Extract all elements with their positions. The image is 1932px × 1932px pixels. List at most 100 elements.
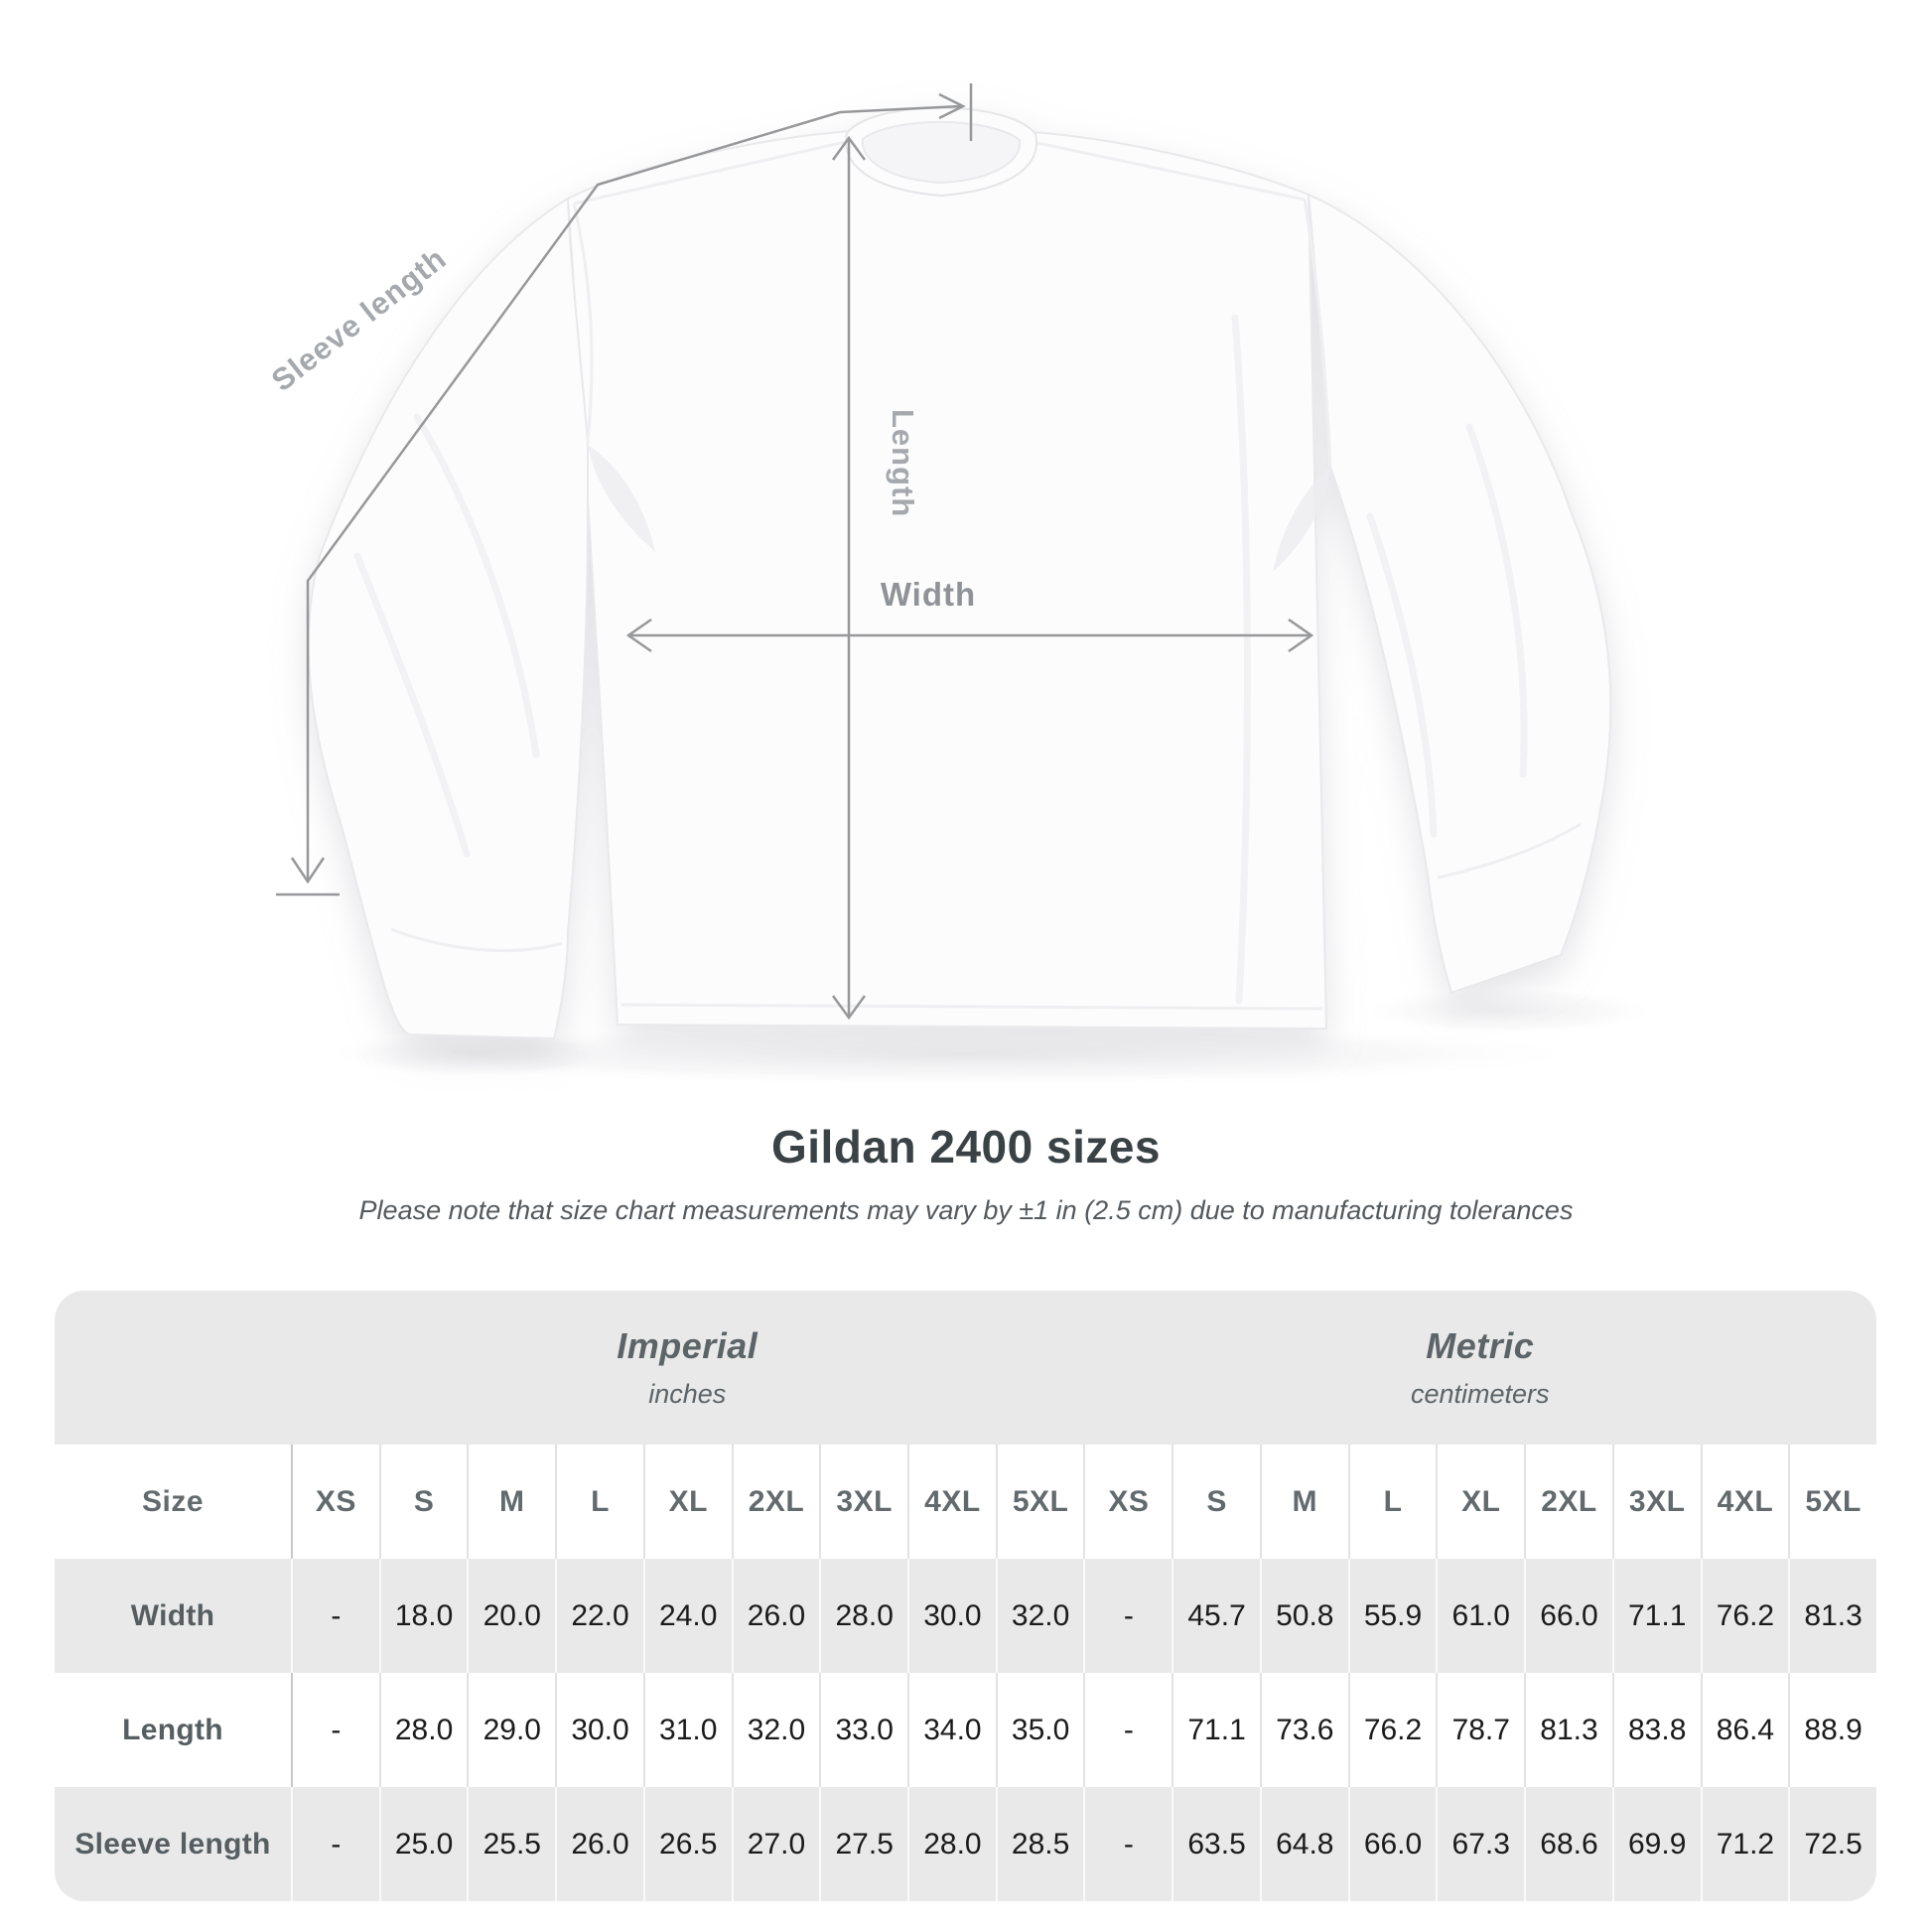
armpit-shading — [588, 445, 1330, 572]
measurement-value-cell: 86.4 — [1700, 1673, 1789, 1787]
width-label: Width — [881, 576, 976, 613]
size-header-cell: 5XL — [995, 1445, 1084, 1559]
size-header-cell: M — [1259, 1445, 1348, 1559]
unit-group-sublabel: inches — [648, 1379, 727, 1409]
measurement-value-cell: 45.7 — [1172, 1559, 1260, 1673]
measurement-value-cell: 22.0 — [555, 1559, 643, 1673]
size-header-cell: L — [1347, 1445, 1437, 1559]
size-column-header: Size — [55, 1445, 291, 1559]
size-header-cell: XL — [1436, 1445, 1525, 1559]
measurement-value-cell: 78.7 — [1436, 1673, 1525, 1787]
measurement-value-cell: 50.8 — [1259, 1559, 1348, 1673]
size-header-cell: 2XL — [1524, 1445, 1612, 1559]
unit-group-label: Metric — [1426, 1325, 1535, 1366]
size-header-cell: S — [1172, 1445, 1260, 1559]
measurement-value-cell: 25.5 — [467, 1787, 556, 1901]
measurement-value-cell: 26.0 — [731, 1559, 820, 1673]
chart-subtitle: Please note that size chart measurements… — [358, 1195, 1574, 1225]
measurement-value-cell: 81.3 — [1788, 1559, 1876, 1673]
measurement-value-cell: 28.0 — [378, 1673, 468, 1787]
table-corner-cell — [55, 1291, 291, 1445]
size-header-cell: 4XL — [907, 1445, 996, 1559]
measurement-value-cell: 81.3 — [1524, 1673, 1612, 1787]
size-header-cell: S — [378, 1445, 468, 1559]
measurement-value-cell: 64.8 — [1259, 1787, 1348, 1901]
measurement-value-cell: 27.5 — [819, 1787, 908, 1901]
size-header-cell: 4XL — [1700, 1445, 1789, 1559]
measurement-row-label: Width — [55, 1559, 291, 1673]
size-table: Imperial inches Metric centimeters Size XS S M L… — [55, 1291, 1876, 1901]
long-sleeve-shirt — [307, 106, 1612, 1040]
measurement-value-cell: 71.1 — [1172, 1673, 1260, 1787]
size-header-cell: 3XL — [1611, 1445, 1701, 1559]
length-label: Length — [886, 409, 920, 517]
measurement-value-cell: 26.0 — [555, 1787, 643, 1901]
unit-group-label: Imperial — [617, 1325, 759, 1366]
size-header-cell: L — [555, 1445, 643, 1559]
shirt-seams — [390, 138, 1582, 1011]
measurement-value-cell: 18.0 — [378, 1559, 468, 1673]
measurement-value-cell: 83.8 — [1611, 1673, 1701, 1787]
measurement-value-cell: 55.9 — [1347, 1559, 1437, 1673]
size-header-cell: XL — [642, 1445, 732, 1559]
measurement-value-cell: 73.6 — [1259, 1673, 1348, 1787]
measurement-value-cell: 63.5 — [1172, 1787, 1260, 1901]
size-header-cell: 5XL — [1788, 1445, 1876, 1559]
measurement-value-cell: 71.1 — [1611, 1559, 1701, 1673]
measurement-value-cell: 30.0 — [555, 1673, 643, 1787]
shirt-left-sleeve — [307, 197, 589, 1040]
fabric-folds — [353, 314, 1528, 1005]
measurement-value-cell: 76.2 — [1347, 1673, 1437, 1787]
measurement-value-cell: 26.5 — [642, 1787, 732, 1901]
measurement-value-cell: - — [291, 1787, 379, 1901]
measurement-value-cell: 68.6 — [1524, 1787, 1612, 1901]
shirt-shadow — [328, 987, 1658, 1086]
measurement-value-cell: 35.0 — [995, 1673, 1084, 1787]
width-arrow — [625, 618, 1314, 653]
measurement-value-cell: 88.9 — [1788, 1673, 1876, 1787]
measurement-value-cell: - — [291, 1673, 379, 1787]
measurement-value-cell: 24.0 — [642, 1559, 732, 1673]
unit-group-header: Imperial inches — [291, 1291, 1084, 1445]
measurement-value-cell: 29.0 — [467, 1673, 556, 1787]
size-header-cell: 3XL — [819, 1445, 908, 1559]
measurement-value-cell: 27.0 — [731, 1787, 820, 1901]
unit-group-header: Metric centimeters — [1083, 1291, 1876, 1445]
size-header-cell: M — [467, 1445, 556, 1559]
sleeve-length-arrow — [276, 83, 973, 897]
measurement-value-cell: 28.0 — [819, 1559, 908, 1673]
chart-title: Gildan 2400 sizes — [770, 1121, 1162, 1173]
measurement-lines — [276, 83, 1314, 1021]
measurement-value-cell: 30.0 — [907, 1559, 996, 1673]
length-arrow — [831, 135, 867, 1021]
measurement-value-cell: - — [1083, 1559, 1173, 1673]
measurement-value-cell: 66.0 — [1347, 1787, 1437, 1901]
measurement-value-cell: - — [1083, 1787, 1173, 1901]
measurement-value-cell: 34.0 — [907, 1673, 996, 1787]
measurement-value-cell: 61.0 — [1436, 1559, 1525, 1673]
measurement-value-cell: 67.3 — [1436, 1787, 1525, 1901]
measurement-value-cell: 69.9 — [1611, 1787, 1701, 1901]
unit-group-sublabel: centimeters — [1410, 1379, 1550, 1409]
size-header-cell: XS — [291, 1445, 379, 1559]
size-header-cell: 2XL — [731, 1445, 820, 1559]
measurement-value-cell: 66.0 — [1524, 1559, 1612, 1673]
shirt-body — [566, 118, 1328, 1031]
measurement-value-cell: 31.0 — [642, 1673, 732, 1787]
shirt-right-sleeve — [1307, 193, 1612, 995]
measurement-value-cell: 71.2 — [1700, 1787, 1789, 1901]
chart-heading: Gildan 2400 sizes Please note that size … — [0, 1120, 1932, 1226]
size-header-cell: XS — [1083, 1445, 1173, 1559]
measurement-value-cell: 25.0 — [378, 1787, 468, 1901]
measurement-value-cell: 72.5 — [1788, 1787, 1876, 1901]
measurement-value-cell: 32.0 — [995, 1559, 1084, 1673]
measurement-value-cell: - — [291, 1559, 379, 1673]
measurement-value-cell: 28.5 — [995, 1787, 1084, 1901]
measurement-value-cell: 76.2 — [1700, 1559, 1789, 1673]
measurement-value-cell: 32.0 — [731, 1673, 820, 1787]
measurement-value-cell: 20.0 — [467, 1559, 556, 1673]
measurement-row-label: Sleeve length — [55, 1787, 291, 1901]
measurement-row-label: Length — [55, 1673, 291, 1787]
